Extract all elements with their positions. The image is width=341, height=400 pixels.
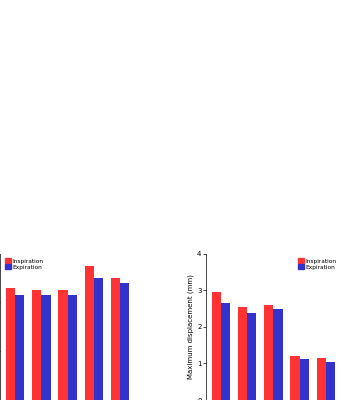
Bar: [316, 358, 326, 400]
Bar: [247, 313, 256, 400]
Legend: Inspiration, Expiration: Inspiration, Expiration: [296, 256, 338, 272]
Bar: [59, 290, 68, 400]
Bar: [238, 307, 247, 400]
Bar: [326, 362, 335, 400]
Legend: Inspiration, Expiration: Inspiration, Expiration: [3, 256, 45, 272]
Bar: [264, 305, 273, 400]
Bar: [6, 288, 15, 400]
Bar: [68, 295, 77, 400]
Bar: [32, 290, 42, 400]
Bar: [120, 283, 129, 400]
Bar: [94, 278, 103, 400]
Bar: [111, 278, 120, 400]
Y-axis label: Maximum displacement (mm): Maximum displacement (mm): [188, 274, 194, 379]
Bar: [42, 295, 51, 400]
Bar: [273, 309, 282, 400]
Bar: [290, 356, 299, 400]
Bar: [299, 359, 309, 400]
Bar: [221, 303, 230, 400]
Bar: [15, 295, 25, 400]
Bar: [85, 266, 94, 400]
Bar: [212, 292, 221, 400]
